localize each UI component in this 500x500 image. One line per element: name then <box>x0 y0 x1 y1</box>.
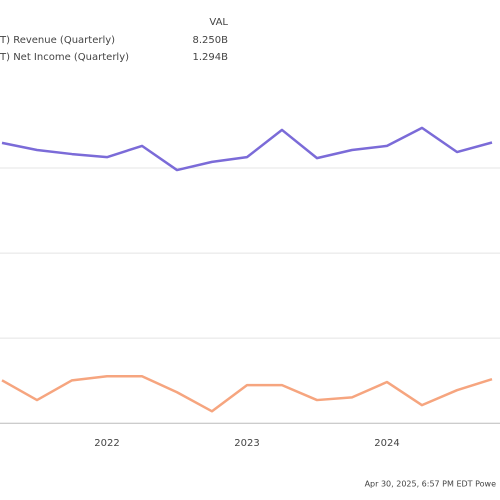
legend-label: T) Net Income (Quarterly) <box>0 52 129 63</box>
x-tick-label: 2022 <box>94 438 119 449</box>
series-line <box>1 126 493 172</box>
x-tick-label: 2024 <box>374 438 399 449</box>
footer: Apr 30, 2025, 6:57 PM EDT Powe <box>365 480 496 489</box>
legend-value: 1.294B <box>193 52 229 63</box>
legend-label: T) Revenue (Quarterly) <box>0 35 115 46</box>
x-tick-label: 2023 <box>234 438 259 449</box>
legend-value: 8.250B <box>193 35 229 46</box>
legend-header: VAL <box>209 17 228 28</box>
series-line <box>1 374 493 413</box>
